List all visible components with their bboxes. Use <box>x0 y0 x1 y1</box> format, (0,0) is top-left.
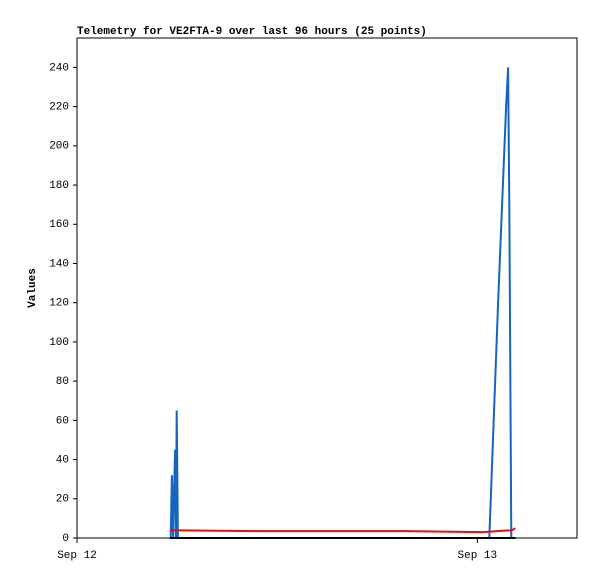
y-tick-label: 60 <box>56 415 69 427</box>
chart-title: Telemetry for VE2FTA-9 over last 96 hour… <box>77 26 427 38</box>
x-tick-label: Sep 12 <box>57 550 97 562</box>
y-tick-label: 80 <box>56 376 69 388</box>
y-tick-label: 180 <box>49 180 69 192</box>
y-tick-label: 120 <box>49 298 69 310</box>
series-line <box>169 527 516 534</box>
x-tick-label: Sep 13 <box>458 550 498 562</box>
y-tick-label: 0 <box>62 533 69 545</box>
y-tick-label: 220 <box>49 102 69 114</box>
y-tick-label: 160 <box>49 219 69 231</box>
plot-frame <box>76 37 578 539</box>
series-line <box>169 67 516 539</box>
y-axis-label: Values <box>27 268 39 308</box>
y-tick-label: 20 <box>56 494 69 506</box>
y-tick-label: 140 <box>49 258 69 270</box>
y-tick-label: 100 <box>49 337 69 349</box>
y-tick-label: 200 <box>49 141 69 153</box>
y-tick-label: 240 <box>49 62 69 74</box>
y-tick-label: 40 <box>56 454 69 466</box>
